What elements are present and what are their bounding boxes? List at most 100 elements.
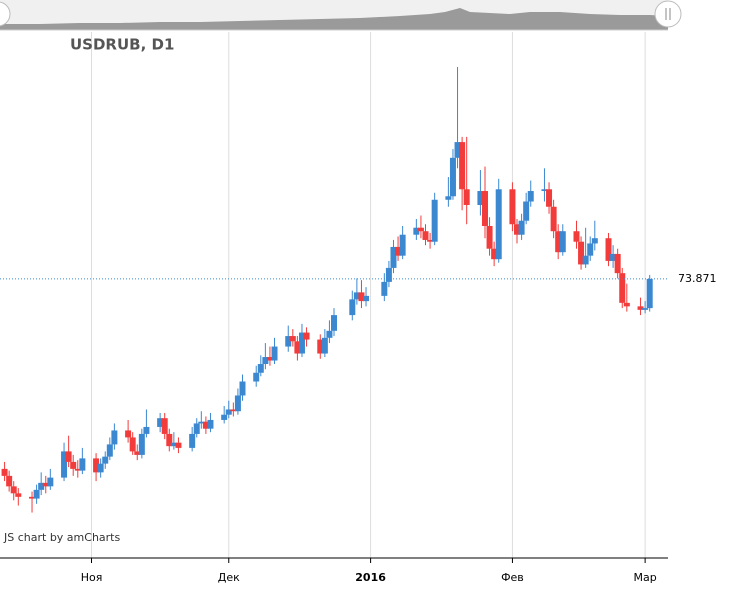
candle-body (266, 357, 273, 361)
scroll-handle-right[interactable] (654, 0, 682, 28)
candle-body (646, 278, 653, 309)
grid (91, 32, 646, 558)
candle-body (143, 426, 150, 434)
candle-body (518, 220, 525, 235)
candle-body (514, 224, 521, 235)
candle-body (619, 273, 626, 303)
candle-body (541, 189, 548, 192)
candle-body (285, 336, 292, 347)
candle-body (294, 341, 301, 354)
candle-body (207, 419, 214, 429)
candle-body (477, 191, 484, 206)
candle-body (582, 255, 589, 265)
candle-body (257, 364, 264, 373)
candles (1, 66, 653, 513)
candle-body (70, 461, 77, 469)
candle-body (459, 142, 466, 190)
candle-body (331, 315, 337, 331)
candle-body (303, 332, 310, 340)
candle-body (10, 486, 17, 494)
candle-body (427, 239, 434, 242)
candle-body (234, 395, 241, 412)
candle-body (61, 451, 68, 478)
candle-body (550, 206, 557, 232)
candle-body (546, 189, 553, 207)
candle-body (298, 332, 305, 354)
candle-body (413, 227, 420, 235)
candle-body (573, 231, 580, 242)
chart-title: USDRUB, D1 (70, 36, 174, 54)
x-tick-label: Дек (218, 571, 240, 584)
candle-body (605, 238, 612, 261)
candle-body (93, 458, 100, 473)
candle-body (454, 142, 461, 158)
candle-body (202, 421, 209, 429)
candle-body (289, 336, 296, 342)
candle-body (642, 308, 649, 310)
candle-body (431, 199, 438, 242)
candle-body (38, 482, 45, 490)
candle-body (157, 418, 164, 427)
candle-body (129, 437, 136, 452)
candle-body (417, 227, 424, 232)
candle-body (262, 357, 269, 365)
candle-body (591, 238, 598, 244)
candle-body (221, 414, 228, 420)
candle-body (193, 423, 200, 434)
candle-body (353, 292, 360, 300)
candle-body (111, 430, 118, 445)
candle-body (390, 246, 397, 268)
candle-body (321, 337, 328, 354)
candle-body (491, 248, 498, 260)
candle-body (555, 231, 562, 253)
candle-body (637, 306, 644, 310)
candle-body (97, 463, 104, 473)
scroll-handle-left[interactable] (0, 1, 11, 27)
candle-body (527, 191, 534, 202)
candle-body (106, 444, 113, 457)
candle-body (15, 493, 22, 497)
candle-body (79, 458, 86, 471)
credit: JS chart by amCharts (3, 531, 120, 544)
candle-body (463, 189, 470, 206)
candle-body (170, 442, 177, 447)
candle-body (175, 442, 182, 448)
x-tick-label: Фев (501, 571, 524, 584)
candle-body (47, 477, 54, 487)
last-price-label: 73.871 (678, 272, 717, 285)
candle-body (161, 418, 168, 434)
candle-body (134, 451, 141, 455)
candle-body (481, 191, 488, 226)
candle-body (102, 456, 109, 464)
candle-body (1, 468, 8, 476)
x-tick-label: Мар (634, 571, 657, 584)
x-tick-label: 2016 (355, 571, 386, 584)
candle-body (326, 330, 333, 338)
candle-body (449, 157, 456, 197)
candle-body (578, 241, 585, 265)
scrollbar-preview (0, 8, 668, 30)
candle-body (559, 231, 566, 253)
candle-body (395, 246, 402, 256)
candle-body (509, 189, 516, 225)
candle-body (523, 201, 530, 221)
candle-body (239, 381, 246, 396)
x-tick-label: Ноя (81, 571, 103, 584)
candle-body (138, 433, 145, 455)
candle-body (6, 475, 13, 487)
candle-body (614, 253, 621, 274)
candle-body (74, 468, 81, 471)
candle-body (495, 189, 502, 260)
candle-body (623, 302, 630, 307)
candle-body (189, 433, 196, 448)
candle-body (610, 253, 617, 261)
candle-body (363, 295, 370, 302)
candle-body (225, 409, 232, 415)
candle-body (198, 421, 205, 424)
candle-body (125, 430, 132, 438)
candle-body (399, 234, 406, 256)
candle-body (349, 299, 356, 316)
candle-body (29, 496, 36, 499)
